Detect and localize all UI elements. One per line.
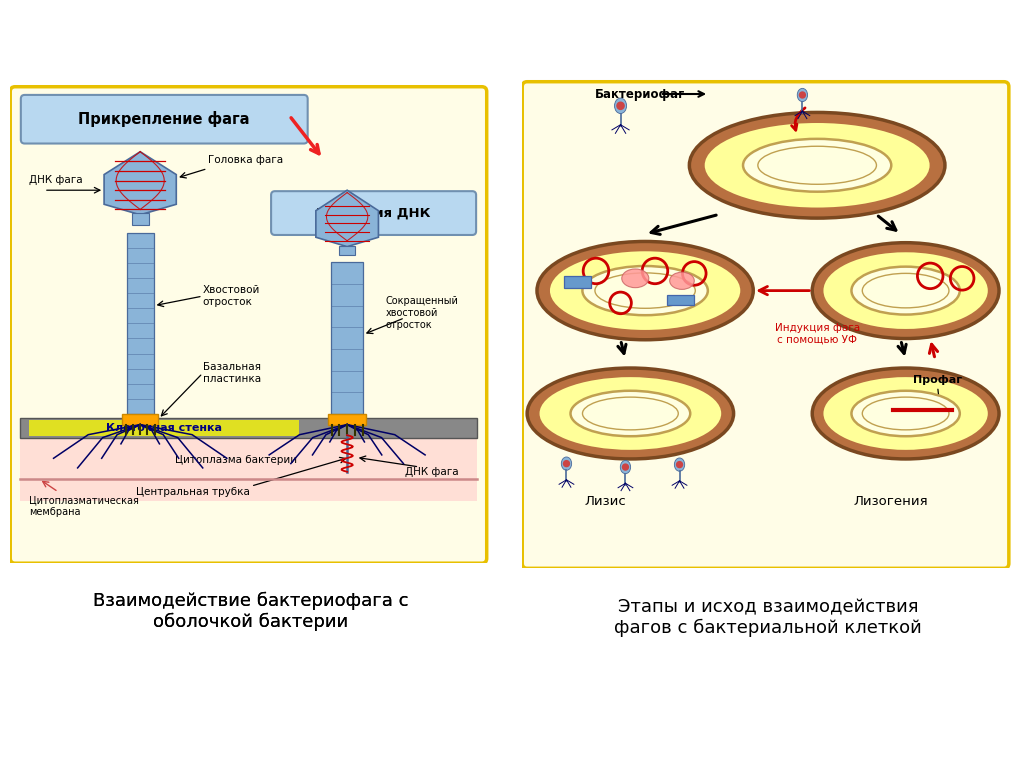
FancyBboxPatch shape bbox=[271, 191, 476, 235]
Text: Цитоплазма бактерии: Цитоплазма бактерии bbox=[175, 455, 298, 465]
Ellipse shape bbox=[689, 112, 945, 218]
Ellipse shape bbox=[540, 377, 721, 450]
Ellipse shape bbox=[670, 272, 694, 290]
Ellipse shape bbox=[622, 269, 649, 288]
Bar bbox=[339, 246, 355, 255]
Bar bbox=[127, 233, 154, 414]
Ellipse shape bbox=[862, 273, 949, 308]
Ellipse shape bbox=[758, 146, 877, 184]
Ellipse shape bbox=[621, 461, 631, 474]
Text: ДНК фага: ДНК фага bbox=[30, 175, 83, 185]
Ellipse shape bbox=[705, 123, 930, 207]
Bar bbox=[328, 414, 367, 425]
Ellipse shape bbox=[675, 458, 685, 472]
Text: Профаг: Профаг bbox=[913, 375, 963, 385]
Ellipse shape bbox=[798, 88, 808, 101]
Text: Взаимодействие бактериофага с
оболочкой бактерии: Взаимодействие бактериофага с оболочкой … bbox=[93, 591, 409, 631]
Ellipse shape bbox=[852, 266, 959, 315]
FancyBboxPatch shape bbox=[20, 95, 307, 144]
Bar bbox=[19, 418, 477, 438]
Ellipse shape bbox=[527, 368, 733, 459]
Text: Прикрепление фага: Прикрепление фага bbox=[79, 111, 250, 127]
Ellipse shape bbox=[852, 391, 959, 436]
Ellipse shape bbox=[743, 139, 891, 192]
FancyBboxPatch shape bbox=[522, 81, 1009, 568]
Ellipse shape bbox=[812, 368, 999, 459]
Bar bbox=[131, 214, 148, 225]
Ellipse shape bbox=[595, 273, 695, 308]
Text: ДНК фага: ДНК фага bbox=[404, 467, 459, 477]
Ellipse shape bbox=[537, 241, 754, 339]
Ellipse shape bbox=[812, 243, 999, 339]
Ellipse shape bbox=[862, 397, 949, 430]
Ellipse shape bbox=[823, 252, 988, 329]
Polygon shape bbox=[104, 152, 176, 215]
Text: Базальная
пластинка: Базальная пластинка bbox=[203, 362, 261, 384]
Bar bbox=[19, 438, 477, 501]
Polygon shape bbox=[315, 190, 379, 247]
Ellipse shape bbox=[823, 377, 988, 450]
Circle shape bbox=[616, 101, 625, 110]
Ellipse shape bbox=[583, 397, 678, 430]
Ellipse shape bbox=[570, 391, 690, 436]
Circle shape bbox=[563, 460, 570, 467]
Text: Лизогения: Лизогения bbox=[854, 495, 928, 508]
Text: Цитоплазматическая
мембрана: Цитоплазматическая мембрана bbox=[30, 495, 139, 517]
Bar bbox=[564, 276, 591, 288]
Text: Хвостовой
отросток: Хвостовой отросток bbox=[203, 285, 260, 307]
Bar bbox=[122, 414, 159, 425]
Ellipse shape bbox=[561, 457, 571, 470]
Text: Индукция фага
с помощью УФ: Индукция фага с помощью УФ bbox=[774, 323, 860, 344]
Text: Головка фага: Головка фага bbox=[208, 154, 283, 164]
FancyBboxPatch shape bbox=[10, 87, 486, 563]
Text: Этапы и исход взаимодействия
фагов с бактериальной клеткой: Этапы и исход взаимодействия фагов с бак… bbox=[614, 598, 922, 637]
Bar bbox=[668, 295, 694, 306]
Text: Взаимодействие бактериофага с
оболочкой бактерии: Взаимодействие бактериофага с оболочкой … bbox=[93, 591, 409, 631]
Bar bbox=[30, 420, 299, 436]
Circle shape bbox=[799, 91, 806, 98]
Ellipse shape bbox=[583, 266, 708, 315]
Text: Инъекция ДНК: Инъекция ДНК bbox=[316, 207, 431, 220]
Text: Центральная трубка: Центральная трубка bbox=[136, 487, 250, 497]
Ellipse shape bbox=[614, 98, 627, 114]
Text: Лизис: Лизис bbox=[585, 495, 627, 508]
Ellipse shape bbox=[550, 251, 740, 330]
Circle shape bbox=[622, 463, 629, 471]
Text: Бактериофаг: Бактериофаг bbox=[595, 88, 685, 101]
Text: Сокращенный
хвостовой
отросток: Сокращенный хвостовой отросток bbox=[386, 296, 459, 329]
Bar bbox=[331, 263, 364, 414]
Text: Клеточная стенка: Клеточная стенка bbox=[106, 423, 222, 433]
Circle shape bbox=[676, 461, 683, 468]
